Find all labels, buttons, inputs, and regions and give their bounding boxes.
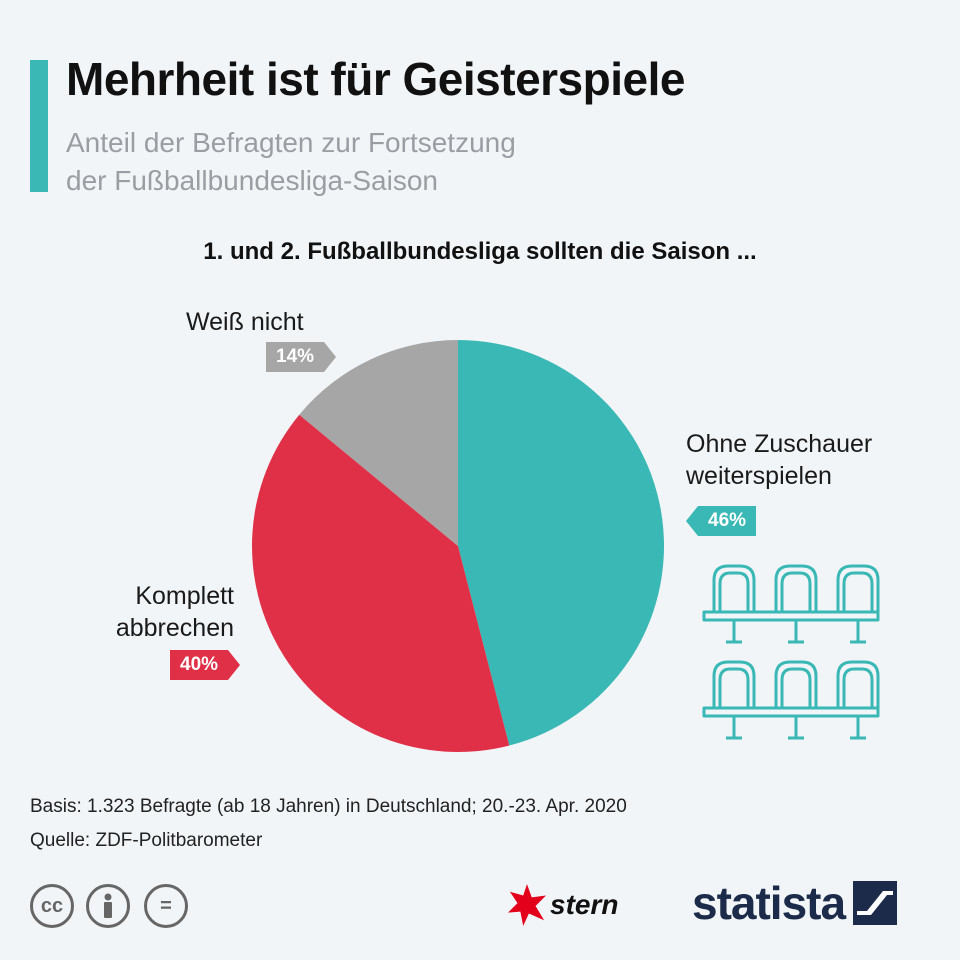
stadium-seats-icon [702,564,880,740]
no-derivatives-icon[interactable]: = [144,884,188,928]
seat-icon [836,564,880,612]
statista-logo: statista [692,876,898,930]
seat-icon [712,564,756,612]
chart-heading: 1. und 2. Fußballbundesliga sollten die … [203,238,757,265]
value-tag-weiss-nicht: 14% [266,342,337,372]
seat-icon [774,660,818,708]
stern-logo: stern [508,880,618,930]
slice-label-ohne-zuschauer: Ohne Zuschauer weiterspielen [686,430,873,490]
pie-slice-weiss-nicht [299,340,458,546]
statista-wordmark: statista [692,877,846,929]
slice-label-komplett-abbrechen: Komplett abbrechen [115,582,234,642]
stern-star-icon [508,884,546,926]
footer-source: Quelle: ZDF-Politbarometer [30,830,263,851]
subtitle-line-1: Anteil der Befragten zur Fortsetzung [66,127,516,158]
seat-icon [712,660,756,708]
chart-title: Mehrheit ist für Geisterspiele [66,53,685,105]
pie-slice-komplett-abbrechen [251,414,510,753]
seat-icon [774,564,818,612]
stern-wordmark: stern [550,889,619,920]
statista-mark-icon [853,881,898,925]
footer-basis: Basis: 1.323 Befragte (ab 18 Jahren) in … [30,796,627,817]
value-tag-ohne-zuschauer: 46% [685,506,757,536]
subtitle-line-2: der Fußballbundesliga-Saison [66,165,438,196]
pie-slice-ohne-zuschauer [458,340,665,746]
value-tag-komplett-abbrechen: 40% [170,650,241,680]
title-accent-bar [30,60,48,192]
chart-subtitle: Anteil der Befragten zur Fortsetzung der… [66,124,516,200]
attribution-icon[interactable] [86,884,130,928]
slice-label-weiss-nicht: Weiß nicht [186,308,304,336]
cc-icon[interactable]: cc [30,884,74,928]
seat-icon [836,660,880,708]
